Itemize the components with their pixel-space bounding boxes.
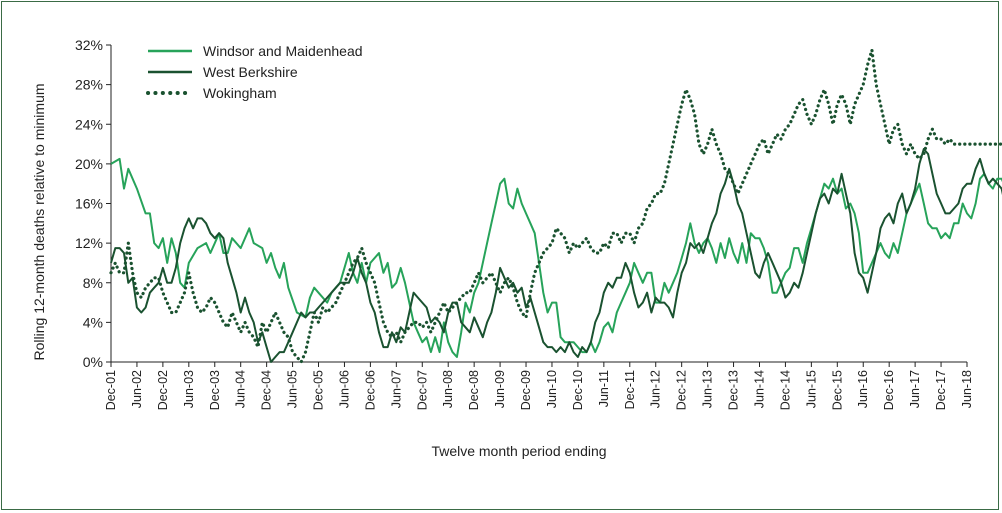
y-tick-label: 24% bbox=[75, 116, 103, 132]
x-tick-label: Jun-11 bbox=[597, 370, 611, 407]
x-tick-label: Jun-02 bbox=[130, 370, 144, 408]
x-tick-label: Dec-10 bbox=[571, 370, 585, 410]
x-tick-label: Jun-15 bbox=[804, 370, 818, 408]
series-layer bbox=[109, 48, 1002, 364]
y-tick-label: 28% bbox=[75, 77, 103, 93]
x-tick-label: Dec-14 bbox=[778, 370, 792, 410]
x-tick-label: Dec-15 bbox=[830, 370, 844, 410]
legend-label: West Berkshire bbox=[203, 64, 298, 80]
x-tick-label: Dec-11 bbox=[623, 370, 637, 409]
y-tick-label: 0% bbox=[83, 354, 103, 370]
x-axis: Dec-01 Jun-02 Dec-02 Jun-03 Dec-03 Jun-04 Dec-… bbox=[104, 361, 974, 410]
x-tick-label: Jun-09 bbox=[493, 370, 507, 408]
y-axis-label: Rolling 12-month deaths relative to mini… bbox=[31, 83, 47, 360]
x-tick-label: Dec-12 bbox=[675, 370, 689, 410]
x-tick-label: Jun-17 bbox=[908, 370, 922, 408]
x-tick-label: Jun-03 bbox=[182, 370, 196, 408]
x-tick-label: Jun-05 bbox=[286, 370, 300, 408]
x-tick-label: Jun-06 bbox=[337, 370, 351, 408]
series-line-windsor-and-maidenhead bbox=[110, 157, 1002, 358]
x-tick-label: Dec-05 bbox=[312, 370, 326, 410]
x-tick-label: Jun-12 bbox=[649, 370, 663, 408]
x-tick-label: Jun-08 bbox=[441, 370, 455, 408]
series-line-west-berkshire bbox=[110, 148, 1002, 363]
x-tick-label: Dec-06 bbox=[363, 370, 377, 410]
x-tick-label: Jun-07 bbox=[389, 370, 403, 408]
x-tick-label: Dec-07 bbox=[415, 370, 429, 410]
y-axis: 0% 4% 8% 12% 16% 20% 24% 28% 32% bbox=[75, 37, 112, 370]
series-line-wokingham bbox=[109, 48, 1002, 364]
x-tick-label: Jun-16 bbox=[856, 370, 870, 408]
legend-label: Wokingham bbox=[203, 85, 277, 101]
y-tick-label: 8% bbox=[83, 275, 103, 291]
legend-label: Windsor and Maidenhead bbox=[203, 43, 363, 59]
x-tick-label: Jun-13 bbox=[701, 370, 715, 408]
x-tick-label: Dec-16 bbox=[882, 370, 896, 410]
legend: Windsor and Maidenhead West Berkshire Woki… bbox=[146, 43, 363, 101]
x-tick-label: Dec-01 bbox=[104, 370, 118, 410]
x-axis-label: Twelve month period ending bbox=[431, 443, 606, 459]
x-tick-label: Dec-02 bbox=[156, 370, 170, 410]
y-tick-label: 20% bbox=[75, 156, 103, 172]
x-tick-label: Dec-03 bbox=[208, 370, 222, 410]
y-tick-label: 4% bbox=[83, 314, 103, 330]
x-tick-label: Jun-10 bbox=[545, 370, 559, 408]
x-tick-label: Dec-08 bbox=[467, 370, 481, 410]
x-tick-label: Jun-04 bbox=[234, 370, 248, 408]
y-tick-label: 16% bbox=[75, 196, 103, 212]
x-tick-label: Jun-18 bbox=[960, 370, 974, 408]
x-tick-label: Dec-09 bbox=[519, 370, 533, 410]
x-tick-label: Jun-14 bbox=[752, 370, 766, 408]
x-tick-label: Dec-13 bbox=[727, 370, 741, 410]
x-tick-label: Dec-17 bbox=[934, 370, 948, 410]
x-tick-label: Dec-04 bbox=[260, 370, 274, 410]
y-tick-label: 32% bbox=[75, 37, 103, 53]
y-tick-label: 12% bbox=[75, 235, 103, 251]
